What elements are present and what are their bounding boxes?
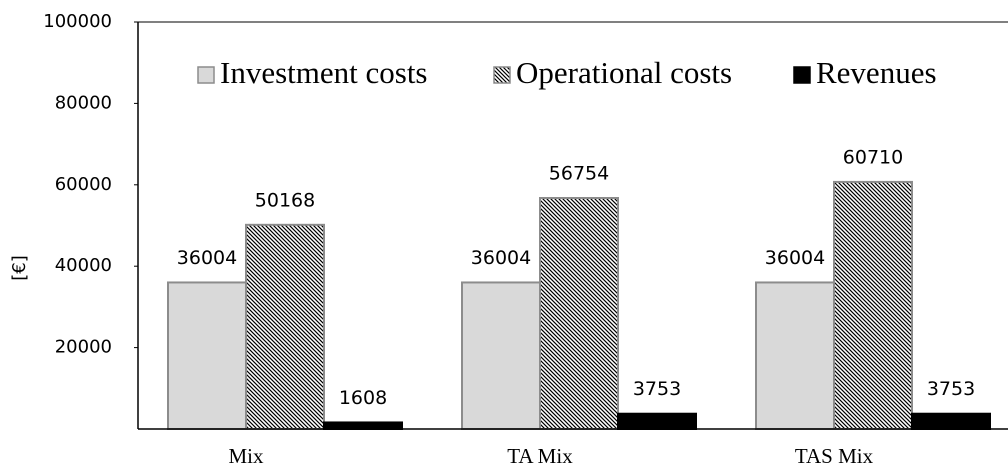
y-tick-label: 80000 — [55, 92, 112, 113]
legend-swatch — [793, 66, 811, 84]
bar — [245, 223, 325, 430]
x-tick-label: TA Mix — [507, 444, 573, 468]
legend-label: Investment costs — [220, 55, 428, 90]
bar — [833, 180, 913, 430]
data-label: 60710 — [843, 146, 903, 168]
y-tick-label: 60000 — [55, 174, 112, 195]
bar — [461, 281, 541, 430]
y-tick-label: 100000 — [43, 11, 112, 32]
data-label: 50168 — [255, 189, 315, 211]
data-label: 56754 — [549, 163, 609, 185]
bar — [755, 281, 835, 430]
x-tick-label: TAS Mix — [795, 444, 874, 468]
y-tick-label: 20000 — [55, 337, 112, 358]
bar — [617, 412, 697, 430]
data-label: 3753 — [927, 378, 975, 400]
data-label: 36004 — [765, 247, 825, 269]
legend-swatch — [197, 66, 215, 84]
bar — [323, 421, 403, 431]
legend-label: Operational costs — [516, 55, 732, 90]
data-label: 36004 — [177, 247, 237, 269]
legend-label: Revenues — [816, 55, 937, 90]
bar — [911, 412, 991, 430]
y-tick-label: 40000 — [55, 255, 112, 276]
bar — [167, 281, 247, 430]
data-label: 36004 — [471, 247, 531, 269]
data-label: 1608 — [339, 387, 387, 409]
x-tick-label: Mix — [228, 444, 264, 468]
bar — [539, 197, 619, 430]
y-axis-label: [€] — [9, 255, 30, 281]
legend-swatch — [493, 66, 511, 84]
data-label: 3753 — [633, 378, 681, 400]
